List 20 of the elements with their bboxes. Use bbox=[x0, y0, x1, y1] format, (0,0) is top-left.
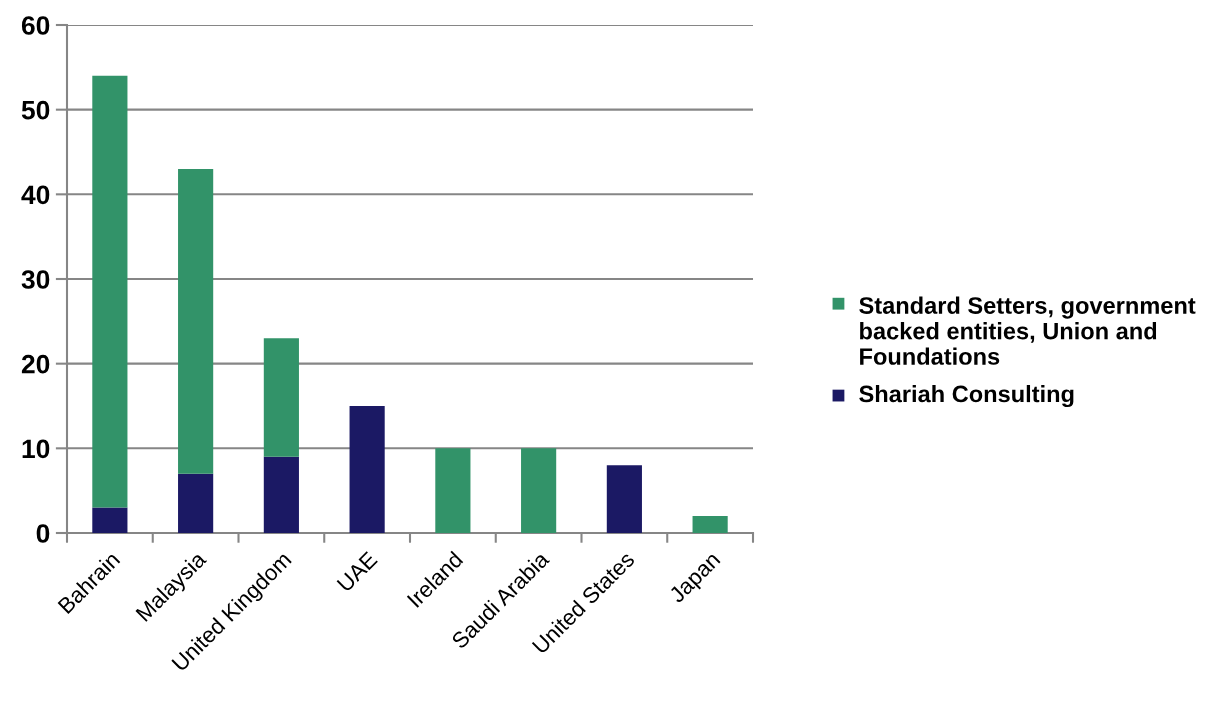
bar bbox=[178, 168, 214, 474]
bar bbox=[92, 75, 128, 508]
legend-label: Standard Setters, government backed entities, Union and Foundations bbox=[859, 296, 1196, 365]
y-tick-label: 50 bbox=[21, 100, 50, 120]
bar bbox=[263, 338, 299, 457]
y-tick-label: 60 bbox=[21, 16, 50, 35]
bar bbox=[606, 465, 642, 533]
bar bbox=[349, 406, 385, 533]
y-tick-label: 30 bbox=[21, 270, 50, 289]
y-tick-label: 10 bbox=[22, 439, 50, 459]
bar bbox=[178, 473, 214, 533]
y-tick-label: 0 bbox=[36, 524, 50, 543]
y-tick-label: 40 bbox=[21, 185, 50, 205]
bar bbox=[692, 516, 728, 533]
y-tick-label: 20 bbox=[21, 354, 50, 374]
bar bbox=[435, 448, 471, 533]
bar bbox=[92, 507, 128, 533]
bar bbox=[263, 456, 299, 533]
bar bbox=[521, 448, 557, 533]
legend-label: Shariah Consulting bbox=[859, 385, 1074, 408]
